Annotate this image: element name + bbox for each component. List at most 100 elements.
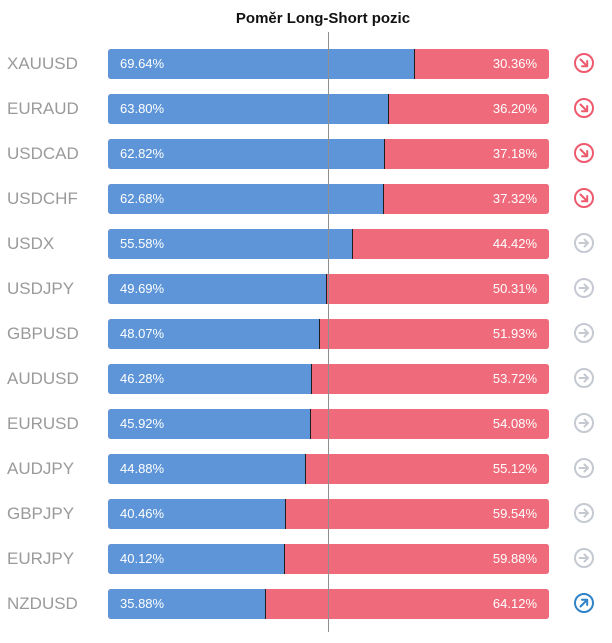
long-bar-segment (108, 319, 320, 349)
long-bar-segment (108, 364, 312, 394)
short-bar-segment (389, 94, 549, 124)
category-label: USDCAD (7, 144, 79, 163)
long-bar-segment (108, 229, 353, 259)
bar-row: XAUUSD 69.64% 30.36% (0, 48, 612, 80)
long-bar-segment (108, 409, 311, 439)
arrow-right-icon (578, 418, 589, 428)
arrow-right-icon (578, 373, 589, 383)
short-value-label: 50.31% (492, 281, 537, 296)
long-bar-segment (108, 499, 286, 529)
segment-divider (285, 499, 286, 529)
category-label: EURJPY (7, 549, 75, 568)
segment-divider (305, 454, 306, 484)
short-value-label: 55.12% (492, 461, 537, 476)
arrow-right-icon (578, 508, 589, 518)
category-label: AUDJPY (7, 459, 75, 478)
short-bar-segment (312, 364, 549, 394)
short-bar-segment (385, 139, 549, 169)
center-reference-line (328, 32, 329, 632)
long-bar-segment (108, 49, 415, 79)
long-bar-segment (108, 184, 384, 214)
bar-row: EURJPY 40.12% 59.88% (0, 543, 612, 575)
category-label: USDX (7, 234, 55, 253)
short-value-label: 37.18% (492, 146, 537, 161)
short-value-label: 64.12% (492, 596, 537, 611)
short-value-label: 59.54% (492, 506, 537, 521)
long-value-label: 63.80% (120, 101, 165, 116)
long-value-label: 44.88% (120, 461, 165, 476)
segment-divider (310, 409, 311, 439)
short-value-label: 44.42% (492, 236, 537, 251)
segment-divider (414, 49, 415, 79)
signal-icon[interactable] (574, 593, 594, 613)
long-value-label: 46.28% (120, 371, 165, 386)
segment-divider (326, 274, 327, 304)
bar-row: AUDJPY 44.88% 55.12% (0, 453, 612, 485)
long-value-label: 40.46% (120, 506, 165, 521)
short-value-label: 37.32% (492, 191, 537, 206)
signal-icon[interactable] (574, 503, 594, 523)
short-bar-segment (415, 49, 549, 79)
long-value-label: 45.92% (120, 416, 165, 431)
short-bar-segment (311, 409, 549, 439)
short-bar-segment (306, 454, 549, 484)
bar-row: EURUSD 45.92% 54.08% (0, 408, 612, 440)
signal-icon[interactable] (574, 188, 594, 208)
arrow-up-right-icon (579, 598, 589, 608)
signal-icon[interactable] (574, 53, 594, 73)
signal-icon[interactable] (574, 458, 594, 478)
segment-divider (388, 94, 389, 124)
chart-title: Poměr Long-Short pozic (235, 10, 411, 27)
signal-icon[interactable] (574, 233, 594, 253)
bar-row: USDX 55.58% 44.42% (0, 228, 612, 260)
signal-icon[interactable] (574, 323, 594, 343)
segment-divider (352, 229, 353, 259)
arrow-down-right-icon (579, 148, 589, 158)
bar-row: NZDUSD 35.88% 64.12% (0, 588, 612, 620)
bar-row: EURAUD 63.80% 36.20% (0, 93, 612, 125)
segment-divider (311, 364, 312, 394)
segment-divider (319, 319, 320, 349)
category-label: EURAUD (7, 99, 79, 118)
signal-icon[interactable] (574, 548, 594, 568)
long-value-label: 40.12% (120, 551, 165, 566)
signal-icon[interactable] (574, 413, 594, 433)
bar-row: GBPUSD 48.07% 51.93% (0, 318, 612, 350)
short-bar-segment (327, 274, 549, 304)
stacked-bar: 35.88% 64.12% (108, 589, 549, 619)
segment-divider (284, 544, 285, 574)
long-value-label: 35.88% (120, 596, 165, 611)
arrow-right-icon (578, 238, 589, 248)
bar-row: AUDUSD 46.28% 53.72% (0, 363, 612, 395)
long-bar-segment (108, 94, 389, 124)
category-label: GBPJPY (7, 504, 75, 523)
long-bar-segment (108, 454, 306, 484)
category-label: XAUUSD (7, 54, 78, 73)
bar-row: USDCAD 62.82% 37.18% (0, 138, 612, 170)
arrow-down-right-icon (579, 103, 589, 113)
arrow-right-icon (578, 283, 589, 293)
category-label: EURUSD (7, 414, 79, 433)
category-label: GBPUSD (7, 324, 79, 343)
long-value-label: 55.58% (120, 236, 165, 251)
category-label: AUDUSD (7, 369, 79, 388)
segment-divider (265, 589, 266, 619)
bar-row: USDJPY 49.69% 50.31% (0, 273, 612, 305)
short-value-label: 30.36% (492, 56, 537, 71)
short-bar-segment (266, 589, 549, 619)
signal-icon[interactable] (574, 143, 594, 163)
signal-icon[interactable] (574, 98, 594, 118)
category-label: NZDUSD (7, 594, 78, 613)
short-value-label: 51.93% (492, 326, 537, 341)
bar-row: USDCHF 62.68% 37.32% (0, 183, 612, 215)
signal-icon[interactable] (574, 278, 594, 298)
arrow-down-right-icon (579, 58, 589, 68)
arrow-right-icon (578, 553, 589, 563)
short-bar-segment (285, 544, 549, 574)
signal-icon[interactable] (574, 368, 594, 388)
short-bar-segment (353, 229, 549, 259)
short-value-label: 54.08% (492, 416, 537, 431)
long-bar-segment (108, 544, 285, 574)
long-value-label: 62.68% (120, 191, 165, 206)
